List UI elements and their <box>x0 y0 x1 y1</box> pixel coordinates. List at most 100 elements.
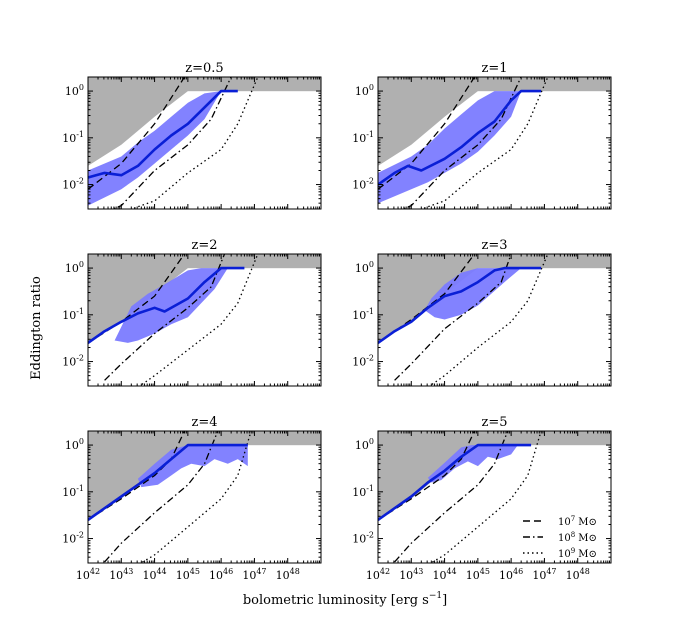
median-line <box>378 443 532 521</box>
y-tick-label-exp: -1 <box>366 307 374 316</box>
y-tick-label-exp: -2 <box>366 531 374 540</box>
x-tick-label: 1042 <box>366 567 390 582</box>
forbidden-region-top <box>378 431 611 446</box>
legend-label: 109 M⊙ <box>558 547 597 560</box>
scatter-band <box>424 268 522 320</box>
x-tick-label-exp: 43 <box>123 567 133 576</box>
forbidden-region-band <box>88 431 321 520</box>
legend: 107 M⊙108 M⊙109 M⊙ <box>523 515 597 560</box>
x-tick-label: 1046 <box>209 567 233 582</box>
x-tick-label-base: 10 <box>242 569 256 582</box>
y-tick-label-base: 10 <box>62 309 76 322</box>
x-tick-label-exp: 46 <box>513 567 523 576</box>
panel-plot-area <box>378 431 611 563</box>
panel-title: z=0.5 <box>185 61 223 76</box>
panel-frame <box>377 253 612 387</box>
panel-plot-area <box>88 431 321 563</box>
x-tick-label-base: 10 <box>109 569 123 582</box>
x-tick-label: 1045 <box>466 567 490 582</box>
panel-frame <box>377 430 612 564</box>
y-tick-label: 100 <box>65 437 84 452</box>
panel-frame <box>87 253 322 387</box>
legend-unit: M⊙ <box>578 549 597 560</box>
legend-unit: M⊙ <box>578 517 597 528</box>
x-tick-label-base: 10 <box>142 569 156 582</box>
mass-line-dotted <box>129 77 259 209</box>
y-tick-label-exp: 0 <box>369 83 374 92</box>
panel-title: z=3 <box>481 238 507 253</box>
x-tick-label-exp: 47 <box>256 567 266 576</box>
x-tick-label: 1048 <box>566 567 590 582</box>
mass-line-dotted <box>138 254 259 386</box>
y-tick-label-base: 10 <box>352 486 366 499</box>
y-tick-label: 10-1 <box>352 307 374 322</box>
y-tick-label-base: 10 <box>62 356 76 369</box>
x-tick-label: 1047 <box>532 567 556 582</box>
x-tick-label-exp: 47 <box>546 567 556 576</box>
legend-exponent: 9 <box>571 547 575 555</box>
mass-line-dashdot <box>104 254 226 381</box>
x-tick-label-base: 10 <box>499 569 513 582</box>
legend-exponent: 8 <box>571 531 575 539</box>
legend-exponent: 7 <box>571 515 575 523</box>
forbidden-region-band <box>378 431 611 520</box>
mass-line-dashdot <box>104 431 219 563</box>
y-tick-label-exp: -1 <box>76 484 84 493</box>
y-tick-label-base: 10 <box>352 132 366 145</box>
x-tick-label-base: 10 <box>466 569 480 582</box>
y-tick-label-base: 10 <box>352 533 366 546</box>
forbidden-region-band <box>88 77 321 166</box>
median-line <box>88 443 248 521</box>
median-line <box>88 266 245 344</box>
x-tick-label: 1043 <box>109 567 133 582</box>
x-tick-label: 1044 <box>142 567 166 582</box>
forbidden-region-top <box>88 254 321 269</box>
y-tick-label-base: 10 <box>65 85 79 98</box>
x-axis-label: bolometric luminosity [erg s−1] <box>243 591 447 608</box>
y-tick-label: 10-1 <box>352 130 374 145</box>
x-tick-label-exp: 44 <box>156 567 166 576</box>
y-tick-label-base: 10 <box>355 439 369 452</box>
x-tick-label-exp: 42 <box>380 567 390 576</box>
y-tick-label: 10-1 <box>352 484 374 499</box>
x-tick-label-exp: 45 <box>480 567 490 576</box>
mass-line-dotted <box>429 431 542 563</box>
legend-label: 107 M⊙ <box>558 515 597 528</box>
y-tick-label-base: 10 <box>62 132 76 145</box>
panel-title: z=4 <box>191 415 217 430</box>
forbidden-region-top <box>378 254 611 269</box>
x-tick-label-exp: 44 <box>446 567 456 576</box>
x-tick-label: 1044 <box>432 567 456 582</box>
mass-line-dashdot <box>394 254 512 381</box>
mass-line-dashed <box>378 77 476 190</box>
forbidden-region-band <box>378 77 611 166</box>
y-tick-label-exp: -1 <box>366 484 374 493</box>
y-tick-label-base: 10 <box>62 486 76 499</box>
mass-line-dotted <box>419 77 549 209</box>
median-line <box>88 89 238 179</box>
legend-mantissa: 10 <box>558 549 571 560</box>
x-axis-label-end: ] <box>442 593 447 608</box>
y-tick-label: 10-2 <box>62 354 84 369</box>
y-tick-label-exp: -2 <box>76 354 84 363</box>
y-tick-label-exp: 0 <box>79 437 84 446</box>
forbidden-region-band <box>88 254 321 343</box>
x-tick-label-base: 10 <box>76 569 90 582</box>
y-tick-label-base: 10 <box>355 85 369 98</box>
y-tick-label: 10-2 <box>352 177 374 192</box>
forbidden-region-band <box>378 254 611 343</box>
legend-label: 108 M⊙ <box>558 531 597 544</box>
x-tick-label: 1046 <box>499 567 523 582</box>
panel-plot-area <box>378 77 611 209</box>
x-tick-label-exp: 43 <box>413 567 423 576</box>
y-tick-label: 100 <box>355 83 374 98</box>
x-tick-label: 1043 <box>399 567 423 582</box>
y-tick-label-exp: 0 <box>369 437 374 446</box>
x-tick-label-exp: 42 <box>90 567 100 576</box>
panel-frame <box>377 76 612 210</box>
panel-frame <box>87 430 322 564</box>
y-tick-label-base: 10 <box>65 439 79 452</box>
